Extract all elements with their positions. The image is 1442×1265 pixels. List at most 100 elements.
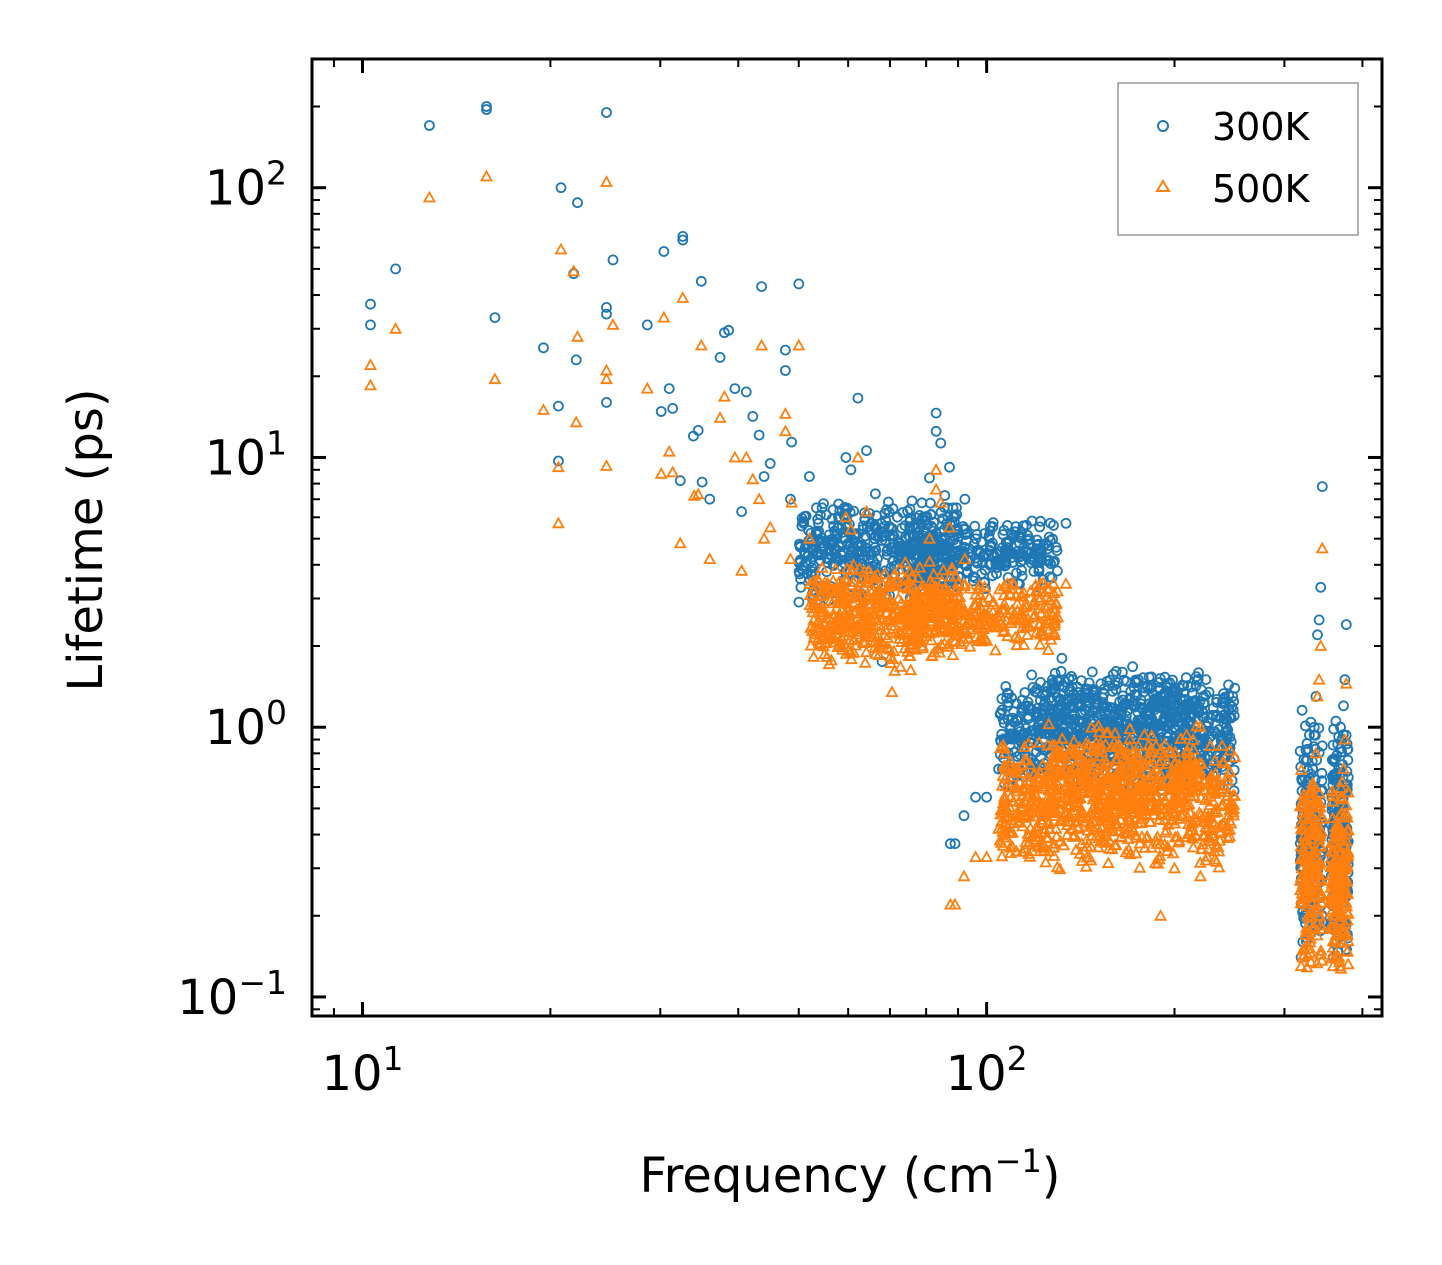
data-point-500k [902,615,916,628]
data-point-500k [1189,770,1204,783]
data-point-500k [1022,786,1036,799]
data-point-500k [903,564,917,577]
data-point-500k [1042,717,1056,730]
data-point-300k [538,342,549,354]
data-point-500k [1173,781,1187,794]
data-point-500k [1036,797,1050,810]
data-point-500k [1314,808,1328,821]
data-point-500k [640,381,654,394]
data-point-500k [931,600,946,612]
data-point-300k [1045,535,1056,546]
data-point-500k [755,338,769,351]
data-point-500k [1338,870,1352,883]
data-point-500k [932,581,946,593]
data-point-300k [365,298,376,310]
data-point-300k [837,532,849,543]
legend-frame [1117,82,1359,236]
data-point-500k [1105,779,1119,792]
data-point-300k [1207,702,1219,714]
data-point-500k [1329,822,1344,835]
data-point-300k [958,810,970,822]
data-point-500k [929,482,943,495]
data-point-300k [1167,708,1179,720]
data-point-300k [1337,759,1348,770]
data-point-500k [890,612,904,625]
data-point-300k [570,354,582,366]
data-point-500k [1149,791,1163,803]
data-point-500k [1091,744,1105,757]
data-point-500k [1015,587,1029,600]
data-point-500k [1315,895,1329,908]
data-point-300k [1229,682,1241,694]
data-point-500k [1167,792,1181,804]
data-point-500k [1308,903,1322,916]
data-point-500k [998,602,1012,615]
data-point-500k [1153,767,1167,780]
data-point-500k [871,567,885,580]
data-point-300k [942,552,954,563]
data-point-300k [1052,565,1063,577]
data-point-300k [390,263,402,275]
data-point-500k [975,594,989,607]
data-point-500k [862,564,876,577]
data-point-500k [1180,743,1194,756]
data-point-300k [1055,666,1067,677]
data-point-500k [1315,541,1329,554]
data-point-500k [1015,797,1029,809]
data-point-300k [1027,729,1038,740]
data-point-500k [1100,802,1115,815]
data-point-500k [1036,758,1050,770]
data-point-500k [1174,761,1189,774]
data-point-500k [833,607,847,620]
data-point-500k [969,616,983,629]
data-point-300k [1170,724,1182,736]
data-point-500k [1203,739,1218,751]
data-point-500k [1033,637,1047,650]
data-point-500k [837,594,851,607]
data-point-300k [1044,692,1056,704]
data-point-500k [982,590,996,603]
data-point-300k [1296,704,1308,716]
data-point-300k [1086,666,1098,678]
data-point-500k [479,169,494,182]
data-point-300k [753,429,765,441]
data-point-500k [819,626,833,638]
data-point-500k [1149,738,1163,751]
data-point-500k [1086,814,1100,827]
data-point-500k [1145,729,1159,741]
data-point-500k [953,634,967,647]
data-point-500k [915,641,929,654]
data-point-300k [786,436,797,448]
data-point-300k [1016,702,1028,714]
data-point-300k [489,312,501,324]
data-point-500k [1314,947,1328,960]
data-point-500k [1335,775,1349,787]
data-point-300k [1178,700,1189,712]
data-point-300k [1067,674,1079,686]
data-point-500k [1296,841,1310,854]
data-point-500k [1030,822,1045,835]
data-point-500k [1008,630,1022,643]
data-point-300k [981,791,992,803]
data-point-500k [713,411,727,423]
data-point-500k [570,329,585,342]
data-point-500k [1196,810,1210,823]
data-point-300k [998,525,1010,536]
data-point-500k [1139,831,1154,844]
data-point-300k [1002,714,1014,725]
data-point-500k [998,817,1013,829]
data-point-500k [599,175,614,187]
data-point-500k [1312,786,1326,799]
data-point-500k [1090,820,1104,832]
data-point-300k [1012,751,1023,762]
data-point-300k [1339,674,1351,686]
data-point-500k [1304,785,1318,798]
data-point-500k [1341,934,1355,947]
data-point-300k [1042,555,1053,567]
data-point-500k [810,572,824,585]
data-point-300k [1297,775,1308,787]
data-point-500k [893,627,908,640]
data-point-500k [1015,844,1029,857]
data-point-500k [842,607,856,620]
data-point-300k [1132,721,1144,733]
